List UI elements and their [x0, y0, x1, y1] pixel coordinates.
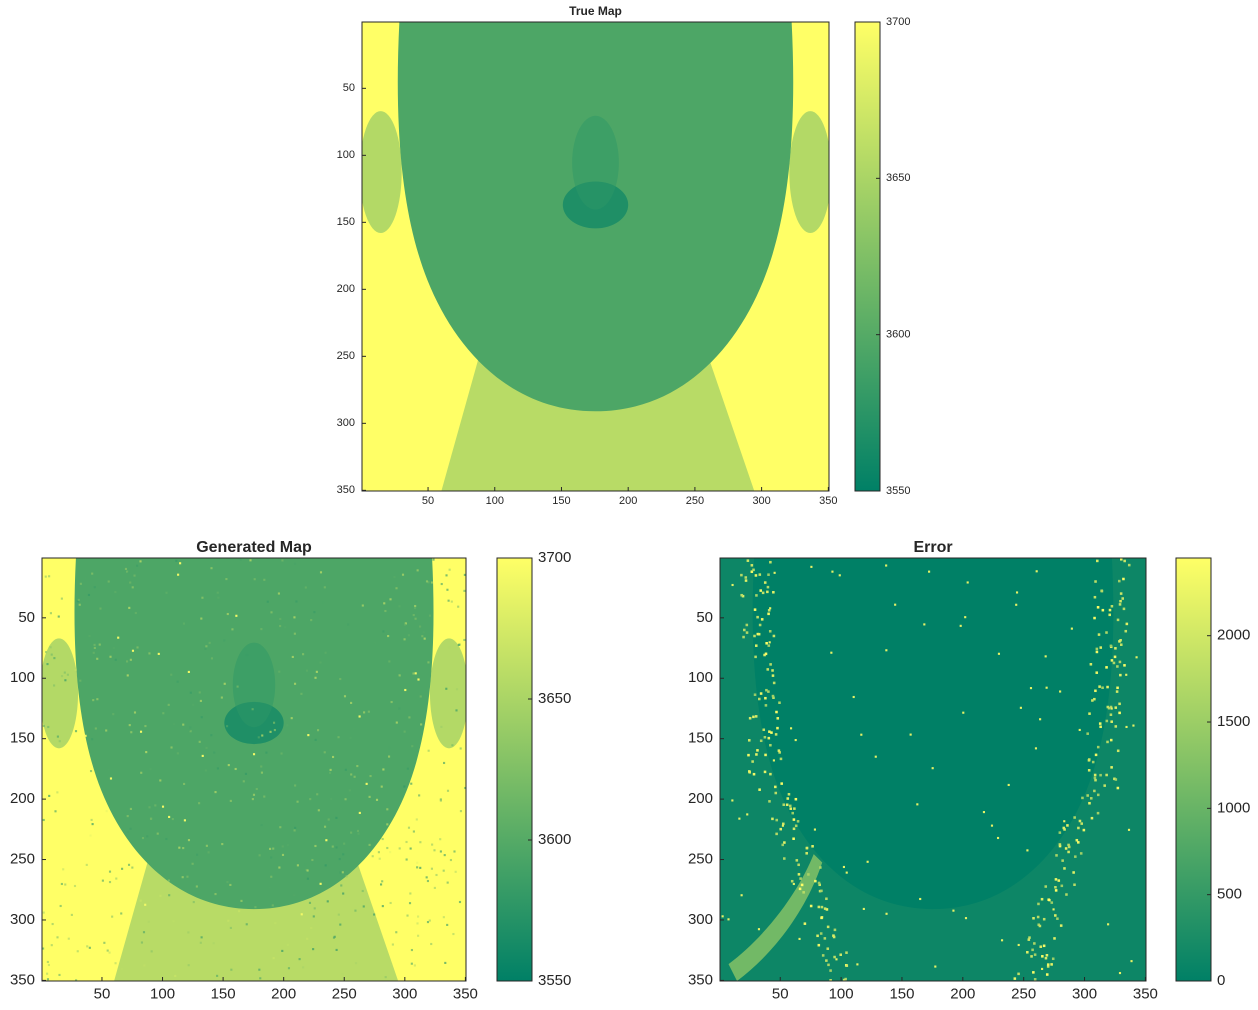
x-tick-label: 250	[1011, 985, 1036, 1002]
chart-title: True Map	[569, 4, 622, 18]
y-tick-label: 350	[10, 971, 35, 988]
heatmap-image	[720, 558, 1146, 982]
x-tick-label: 50	[772, 985, 789, 1002]
x-tick-label: 200	[271, 985, 296, 1002]
y-tick-label: 50	[343, 82, 355, 94]
y-tick-label: 50	[18, 609, 35, 626]
y-tick-label: 100	[688, 669, 713, 686]
x-tick-label: 250	[686, 495, 704, 507]
colorbar	[497, 558, 532, 981]
x-tick-label: 100	[150, 985, 175, 1002]
colorbar-tick-label: 1000	[1217, 799, 1250, 816]
colorbar-tick-label: 0	[1217, 972, 1225, 989]
x-tick-label: 150	[211, 985, 236, 1002]
colorbar-tick-label: 500	[1217, 886, 1242, 903]
heatmap-image	[40, 558, 468, 982]
x-tick-label: 300	[392, 985, 417, 1002]
x-tick-label: 100	[829, 985, 854, 1002]
heatmap-image	[360, 22, 832, 491]
colorbar-tick-label: 3700	[538, 549, 571, 566]
x-tick-label: 350	[819, 495, 837, 507]
y-tick-label: 250	[337, 350, 355, 362]
x-tick-label: 250	[332, 985, 357, 1002]
x-tick-label: 300	[1072, 985, 1097, 1002]
x-tick-label: 150	[889, 985, 914, 1002]
y-tick-label: 200	[688, 790, 713, 807]
colorbar-tick-label: 3650	[886, 172, 910, 184]
x-tick-label: 50	[94, 985, 111, 1002]
y-tick-label: 300	[688, 911, 713, 928]
figure: True Map 50 100 150 200 250 300 350 50 100 150 200 2…	[0, 0, 1258, 1010]
y-tick-label: 50	[696, 609, 713, 626]
y-tick-label: 150	[337, 216, 355, 228]
x-tick-label: 300	[752, 495, 770, 507]
colorbar	[855, 22, 880, 491]
x-tick-label: 350	[453, 985, 478, 1002]
y-tick-label: 350	[688, 971, 713, 988]
x-tick-label: 150	[552, 495, 570, 507]
colorbar-tick-label: 3700	[886, 16, 910, 28]
x-tick-label: 200	[950, 985, 975, 1002]
y-tick-label: 300	[10, 911, 35, 928]
chart-title: Error	[913, 539, 952, 556]
y-tick-label: 150	[10, 730, 35, 747]
y-tick-label: 350	[337, 484, 355, 496]
y-tick-label: 250	[10, 851, 35, 868]
y-tick-label: 100	[337, 149, 355, 161]
x-tick-label: 350	[1133, 985, 1158, 1002]
x-tick-label: 50	[422, 495, 434, 507]
y-tick-label: 150	[688, 730, 713, 747]
colorbar-tick-label: 1500	[1217, 713, 1250, 730]
colorbar-tick-label: 3550	[886, 485, 910, 497]
y-tick-label: 100	[10, 669, 35, 686]
y-tick-label: 200	[10, 790, 35, 807]
colorbar-tick-label: 3600	[538, 831, 571, 848]
colorbar-tick-label: 3650	[538, 690, 571, 707]
colorbar-tick-label: 2000	[1217, 627, 1250, 644]
colorbar-tick-label: 3600	[886, 329, 910, 341]
colorbar	[1176, 558, 1211, 981]
x-tick-label: 200	[619, 495, 637, 507]
y-tick-label: 300	[337, 417, 355, 429]
y-tick-label: 200	[337, 283, 355, 295]
x-tick-label: 100	[486, 495, 504, 507]
colorbar-tick-label: 3550	[538, 972, 571, 989]
y-tick-label: 250	[688, 851, 713, 868]
chart-title: Generated Map	[196, 539, 312, 556]
